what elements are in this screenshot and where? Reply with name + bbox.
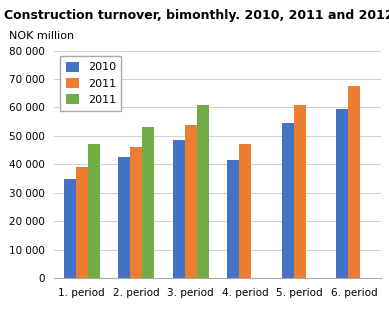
Text: Construction turnover, bimonthly. 2010, 2011 and 2012. NOK million: Construction turnover, bimonthly. 2010, … bbox=[4, 9, 389, 22]
Bar bbox=[294, 105, 305, 278]
Text: NOK million: NOK million bbox=[9, 32, 74, 41]
Bar bbox=[130, 147, 142, 278]
Bar bbox=[142, 127, 154, 278]
Bar bbox=[227, 160, 239, 278]
Bar bbox=[88, 144, 100, 278]
Bar bbox=[118, 157, 130, 278]
Bar bbox=[196, 105, 209, 278]
Bar bbox=[64, 179, 76, 278]
Bar bbox=[239, 144, 251, 278]
Bar bbox=[173, 140, 185, 278]
Legend: 2010, 2011, 2011: 2010, 2011, 2011 bbox=[60, 56, 121, 111]
Bar bbox=[282, 123, 294, 278]
Bar bbox=[76, 167, 88, 278]
Bar bbox=[336, 109, 348, 278]
Bar bbox=[185, 125, 196, 278]
Bar bbox=[348, 86, 360, 278]
